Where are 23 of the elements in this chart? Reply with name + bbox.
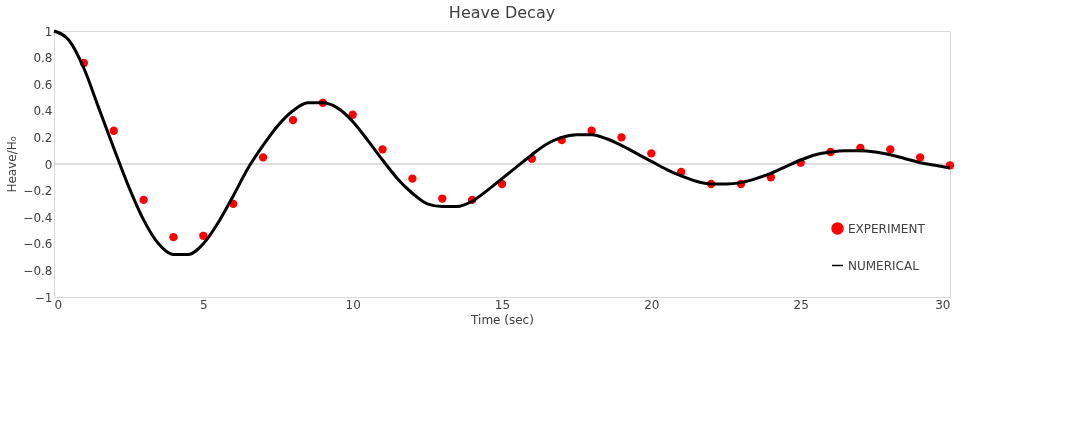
x-tick-label: 5 xyxy=(200,297,208,312)
y-tick-label: 0 xyxy=(44,157,53,172)
y-axis-title: Heave/H₀ xyxy=(5,136,20,193)
legend-label: NUMERICAL xyxy=(848,258,920,273)
y-tick-label: −0.4 xyxy=(23,210,53,225)
x-tick-label: 10 xyxy=(345,297,361,312)
x-tick-label: 25 xyxy=(793,297,809,312)
legend-label: EXPERIMENT xyxy=(848,221,926,236)
x-tick-label: 20 xyxy=(644,297,660,312)
y-tick-label: −1 xyxy=(34,290,53,305)
x-tick-label: 30 xyxy=(935,297,951,312)
y-tick-label: 0.2 xyxy=(33,130,53,145)
y-tick-label: −0.6 xyxy=(23,237,53,252)
y-tick-label: −0.2 xyxy=(23,184,53,199)
x-axis-title: Time (sec) xyxy=(470,312,534,327)
y-tick-label: −0.8 xyxy=(23,263,53,278)
y-tick-label: 1 xyxy=(44,24,53,39)
x-tick-label: 15 xyxy=(494,297,511,312)
y-tick-label: 0.6 xyxy=(33,77,53,92)
chart-title: Heave Decay xyxy=(448,3,556,22)
y-tick-label: 0.4 xyxy=(33,104,53,119)
x-tick-label: 0 xyxy=(54,297,63,312)
y-tick-label: 0.8 xyxy=(33,51,53,66)
